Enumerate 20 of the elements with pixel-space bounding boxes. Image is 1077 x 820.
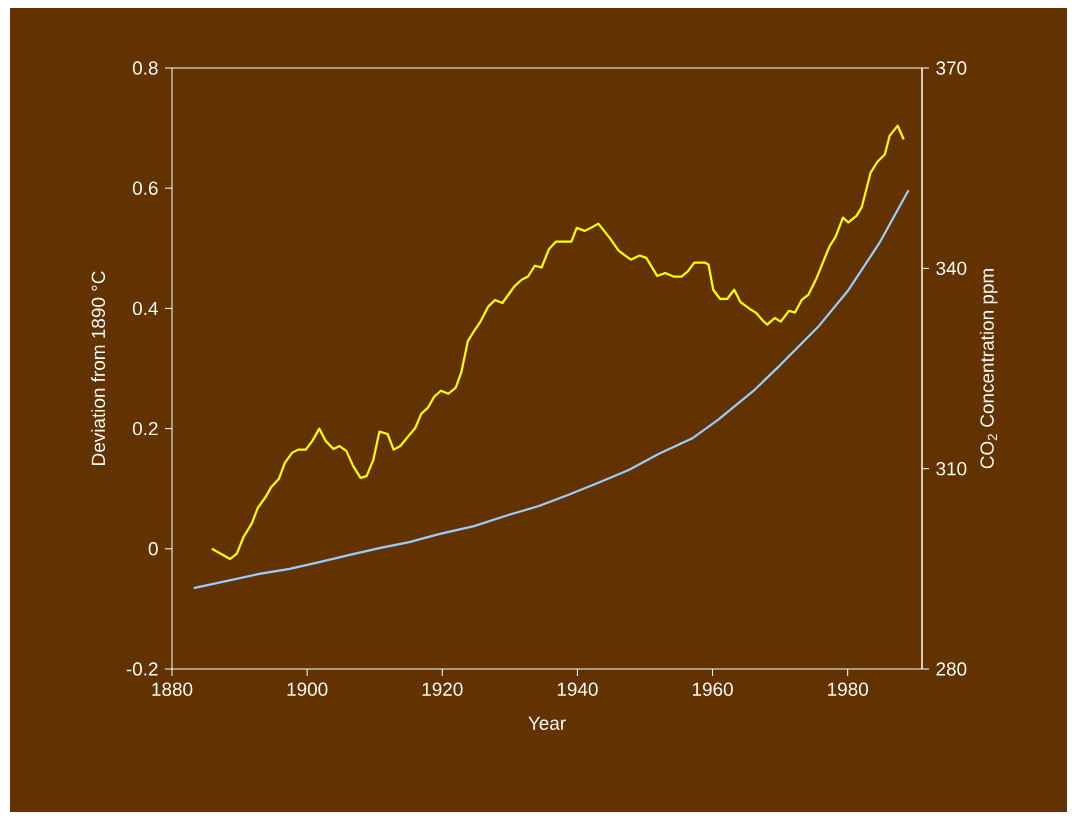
y2-tick-label: 310 bbox=[936, 461, 967, 476]
x-tick-label: 1900 bbox=[287, 682, 328, 696]
y2-tick-label: 280 bbox=[936, 662, 967, 676]
y2-tick-label: 370 bbox=[936, 61, 967, 75]
x-axis-title: Year bbox=[528, 716, 566, 730]
y-tick-label: 0.6 bbox=[132, 181, 158, 195]
y2-tick-label: 340 bbox=[936, 261, 967, 276]
y-tick-label: -0.2 bbox=[126, 662, 158, 676]
y-axis-title: Deviation from 1890 °C bbox=[91, 271, 106, 465]
x-tick-label: 1920 bbox=[422, 682, 463, 696]
y-tick-label: 0 bbox=[148, 542, 158, 556]
x-tick-label: 1960 bbox=[692, 682, 733, 696]
x-tick-label: 1880 bbox=[152, 682, 193, 696]
y-tick-label: 0.4 bbox=[132, 301, 158, 316]
x-tick-label: 1980 bbox=[828, 682, 868, 696]
y-tick-label: 0.2 bbox=[132, 421, 158, 436]
y2-axis-title: CO$_{2}$ Concentration ppm bbox=[979, 269, 998, 469]
line-series bbox=[192, 189, 910, 590]
y-tick-label: 0.8 bbox=[132, 61, 158, 75]
x-tick-label: 1940 bbox=[557, 682, 598, 696]
